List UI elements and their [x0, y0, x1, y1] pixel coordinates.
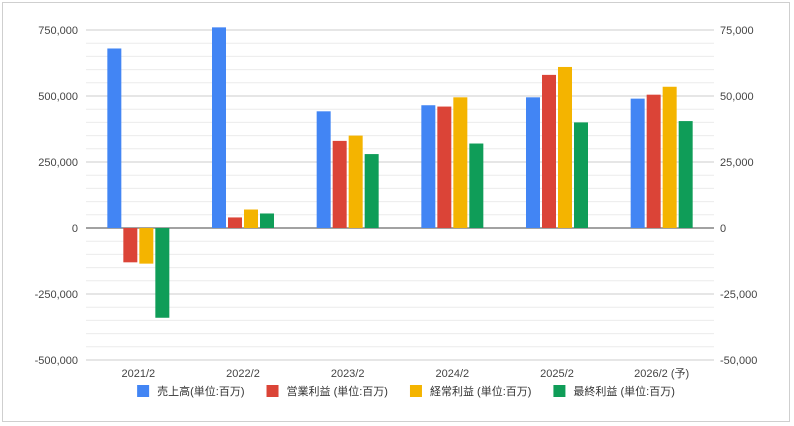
x-axis-ticks: 2021/2 2022/2 2023/2 2024/2 2025/2 2026/2 (予) — [122, 367, 690, 380]
right-axis-tick-label: -50,000 — [720, 355, 757, 367]
x-axis-tick-label: 2024/2 — [436, 368, 470, 380]
bar — [228, 217, 242, 228]
x-axis-tick-label: 2026/2 (予) — [634, 367, 689, 380]
right-axis-tick-label: 25,000 — [720, 157, 754, 169]
legend-swatch — [409, 385, 422, 397]
legend-swatch — [553, 385, 566, 397]
left-axis-tick-label: 500,000 — [38, 91, 78, 103]
bar — [107, 48, 122, 229]
bar — [558, 66, 572, 229]
bar — [437, 106, 452, 228]
bar — [630, 98, 645, 228]
left-axis-tick-label: 0 — [72, 223, 78, 235]
bar — [364, 154, 379, 228]
bar — [542, 74, 556, 228]
legend-label: 売上高(単位:百万) — [157, 384, 244, 398]
grid-lines — [86, 29, 714, 361]
bar — [646, 94, 661, 229]
legend-swatch — [266, 385, 279, 397]
legend-swatch — [137, 385, 150, 397]
right-axis-tick-label: 50,000 — [720, 91, 754, 103]
x-axis-tick-label: 2025/2 — [540, 368, 574, 380]
right-axis-tick-label: 0 — [720, 223, 726, 235]
legend-label: 経常利益 (単位:百万) — [430, 384, 531, 398]
x-axis-tick-label: 2022/2 — [226, 368, 260, 380]
left-axis-tick-label: 750,000 — [38, 25, 78, 37]
bar — [260, 213, 274, 228]
bar — [155, 228, 170, 318]
bar — [662, 86, 677, 228]
bar — [678, 121, 693, 228]
legend-label: 最終利益 (単位:百万) — [573, 384, 674, 398]
right-axis-tick-label: -25,000 — [720, 289, 757, 301]
bar — [469, 143, 484, 228]
bar — [453, 97, 468, 228]
left-axis-ticks: 750,000 500,000 250,000 0 -250,000 -500,000 — [35, 25, 78, 367]
bar — [212, 27, 226, 228]
bar — [526, 97, 540, 228]
bar — [332, 140, 347, 228]
bar — [421, 105, 436, 228]
bar — [123, 228, 138, 263]
legend: 売上高(単位:百万) 営業利益 (単位:百万) 経常利益 (単位:百万) 最終利益 (… — [137, 384, 675, 398]
bar — [574, 122, 588, 228]
bar — [244, 209, 258, 228]
bar — [316, 111, 331, 228]
x-axis-tick-label: 2021/2 — [122, 368, 156, 380]
right-axis-tick-label: 75,000 — [720, 25, 754, 37]
x-axis-tick-label: 2023/2 — [331, 368, 365, 380]
left-axis-tick-label: -500,000 — [35, 355, 78, 367]
left-axis-tick-label: 250,000 — [38, 157, 78, 169]
bar — [348, 135, 363, 228]
left-axis-tick-label: -250,000 — [35, 289, 78, 301]
bar-series — [107, 27, 693, 318]
right-axis-ticks: 75,000 50,000 25,000 0 -25,000 -50,000 — [720, 25, 757, 367]
bar — [139, 228, 154, 264]
legend-label: 営業利益 (単位:百万) — [287, 384, 388, 398]
